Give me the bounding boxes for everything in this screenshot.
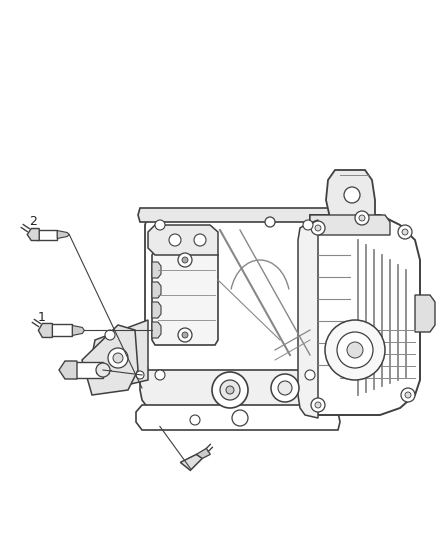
Circle shape — [337, 332, 373, 368]
Polygon shape — [310, 215, 420, 415]
Polygon shape — [75, 362, 103, 378]
Circle shape — [265, 217, 275, 227]
Circle shape — [405, 392, 411, 398]
Text: 1: 1 — [38, 311, 46, 324]
Circle shape — [108, 348, 128, 368]
Circle shape — [155, 220, 165, 230]
Circle shape — [303, 220, 313, 230]
Polygon shape — [152, 282, 161, 298]
Circle shape — [178, 253, 192, 267]
Circle shape — [220, 380, 240, 400]
Circle shape — [401, 388, 415, 402]
Circle shape — [325, 320, 385, 380]
Polygon shape — [310, 215, 390, 235]
Polygon shape — [152, 322, 161, 338]
Circle shape — [278, 381, 292, 395]
Circle shape — [315, 225, 321, 231]
Polygon shape — [196, 448, 210, 458]
Polygon shape — [415, 295, 435, 332]
Polygon shape — [140, 370, 335, 408]
Polygon shape — [27, 229, 39, 240]
Circle shape — [344, 187, 360, 203]
Circle shape — [182, 332, 188, 338]
Polygon shape — [57, 230, 69, 239]
Polygon shape — [152, 250, 218, 345]
Polygon shape — [88, 320, 148, 390]
Polygon shape — [72, 326, 85, 335]
Polygon shape — [326, 170, 375, 218]
Polygon shape — [39, 324, 53, 337]
Circle shape — [113, 353, 123, 363]
Circle shape — [398, 225, 412, 239]
Circle shape — [182, 257, 188, 263]
Circle shape — [96, 363, 110, 377]
Polygon shape — [152, 262, 161, 278]
Polygon shape — [148, 225, 218, 255]
Circle shape — [305, 370, 315, 380]
Polygon shape — [298, 220, 318, 418]
Polygon shape — [136, 405, 340, 430]
Circle shape — [359, 215, 365, 221]
Circle shape — [169, 234, 181, 246]
Polygon shape — [50, 325, 72, 336]
Polygon shape — [59, 361, 77, 379]
Circle shape — [311, 221, 325, 235]
Polygon shape — [138, 208, 342, 222]
Circle shape — [155, 370, 165, 380]
Circle shape — [105, 330, 115, 340]
Circle shape — [402, 229, 408, 235]
Polygon shape — [180, 454, 202, 471]
Circle shape — [311, 398, 325, 412]
Polygon shape — [82, 325, 138, 395]
Polygon shape — [37, 230, 57, 239]
Polygon shape — [152, 302, 161, 318]
Circle shape — [271, 374, 299, 402]
Circle shape — [194, 234, 206, 246]
Circle shape — [212, 372, 248, 408]
Text: 2: 2 — [29, 215, 37, 228]
Circle shape — [355, 211, 369, 225]
Circle shape — [226, 386, 234, 394]
Polygon shape — [145, 210, 322, 378]
Circle shape — [315, 402, 321, 408]
Circle shape — [347, 342, 363, 358]
Circle shape — [190, 415, 200, 425]
Circle shape — [232, 410, 248, 426]
Circle shape — [136, 371, 144, 379]
Circle shape — [178, 328, 192, 342]
